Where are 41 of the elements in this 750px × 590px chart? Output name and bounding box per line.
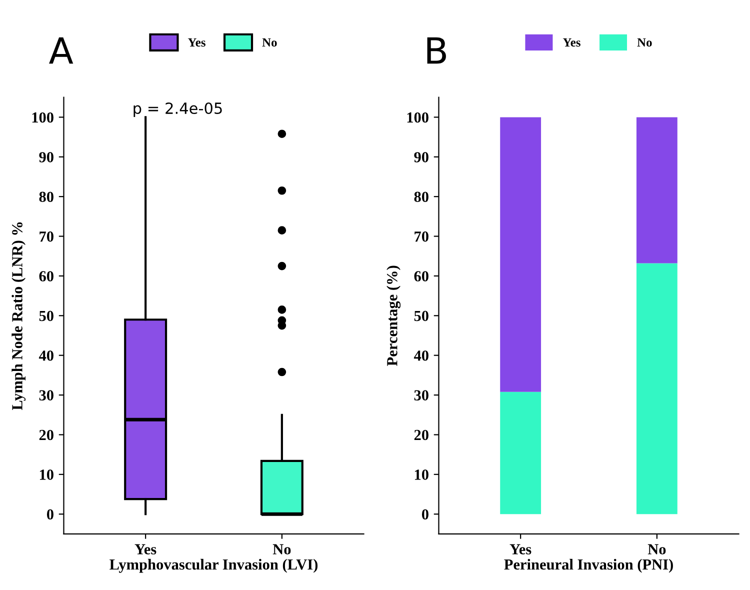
y-tick-label: 80 — [39, 192, 54, 202]
y-tick-label: 30 — [39, 390, 54, 400]
y-tick-label: 60 — [39, 271, 54, 282]
bar — [500, 392, 542, 514]
y-tick-label: 90 — [414, 152, 428, 162]
bar — [636, 263, 678, 514]
x-axis-title: Perineural Invasion (PNI) — [504, 558, 673, 573]
legend-label: No — [262, 38, 277, 47]
y-tick-label: 70 — [414, 231, 428, 242]
y-tick-label: 40 — [38, 350, 54, 361]
y-tick-label: 0 — [46, 509, 54, 520]
y-tick-label: 100 — [407, 112, 428, 123]
y-tick-label: 50 — [414, 310, 428, 322]
y-tick-label: 90 — [39, 152, 54, 162]
y-tick-label: 60 — [414, 271, 428, 282]
y-tick-label: 30 — [414, 390, 428, 400]
bar — [500, 117, 542, 392]
y-tick-label: 80 — [414, 192, 428, 202]
y-axis-title: Percentage (%) — [386, 266, 401, 366]
y-tick-label: 20 — [414, 430, 428, 440]
chart-title: B — [427, 37, 446, 64]
x-tick-label: Yes — [134, 544, 156, 554]
x-tick-label: No — [272, 544, 291, 554]
y-tick-label: 40 — [414, 350, 428, 361]
y-tick-label: 20 — [39, 430, 54, 440]
y-tick-label: 50 — [39, 310, 54, 322]
x-tick-label: Yes — [510, 544, 532, 554]
chart-title: A — [49, 37, 74, 64]
y-tick-label: 70 — [40, 231, 54, 242]
legend-label: Yes — [562, 38, 580, 47]
legend-label: Yes — [188, 38, 206, 47]
x-axis-title: Lymphovascular Invasion (LVI) — [110, 558, 318, 573]
annotation: p = 2.4e-05 — [134, 102, 222, 117]
legend-label: No — [637, 38, 652, 47]
bar — [636, 117, 678, 264]
y-tick-label: 10 — [414, 470, 428, 480]
x-tick-label: No — [648, 544, 666, 554]
y-tick-label: 10 — [40, 470, 54, 480]
y-tick-label: 0 — [422, 509, 428, 520]
y-tick-label: 100 — [32, 112, 54, 123]
y-axis-title: Lymph Node Ratio (LNR) % — [12, 222, 26, 410]
